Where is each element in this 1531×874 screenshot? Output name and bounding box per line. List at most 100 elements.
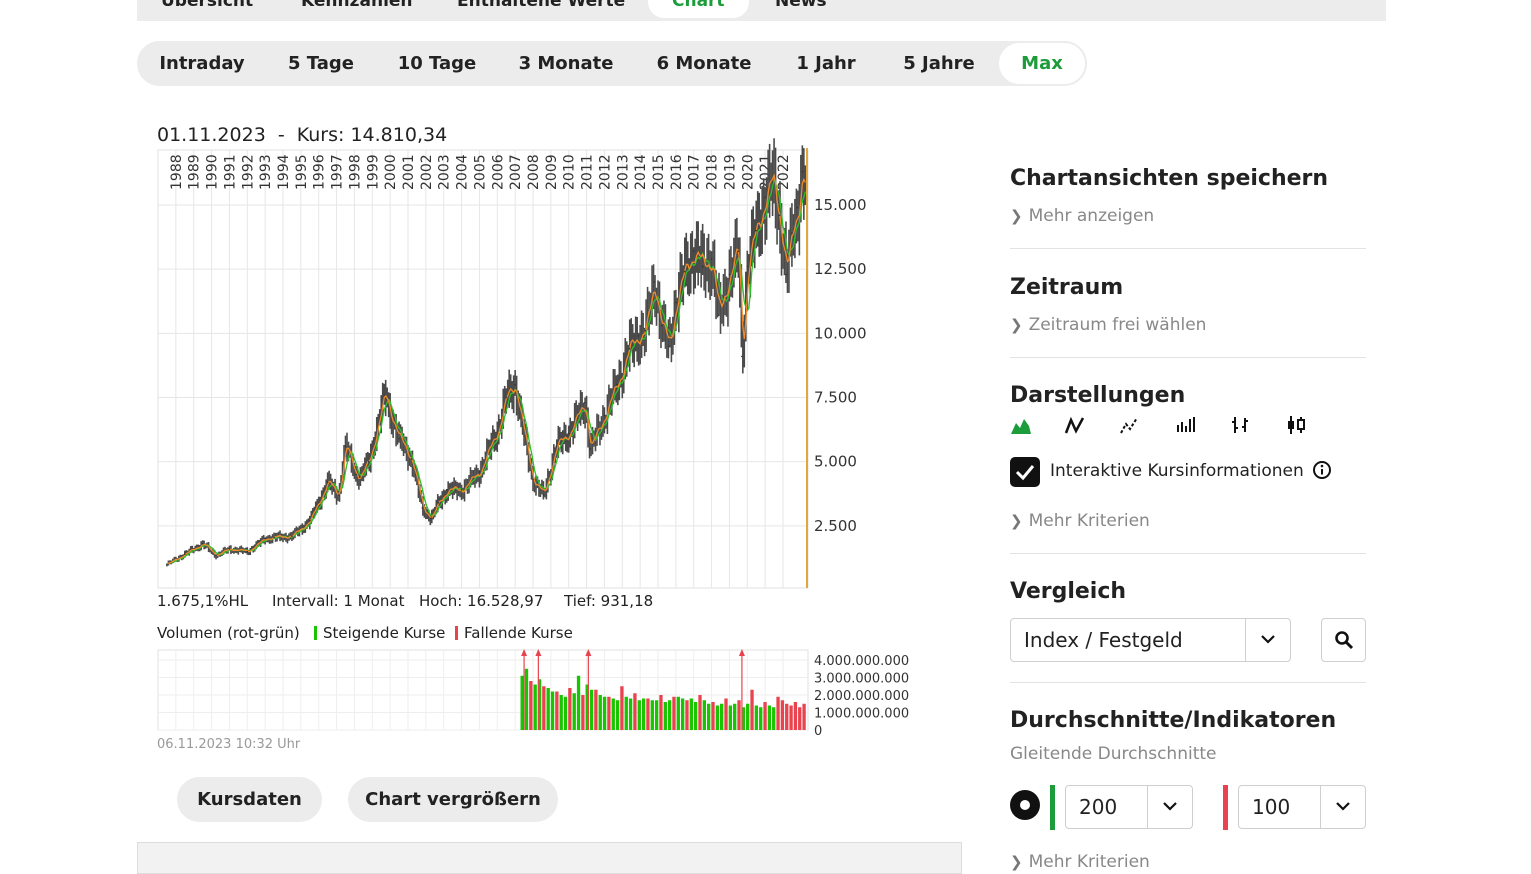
x-tick-label: 1995 [294,154,310,190]
vergleich-title: Vergleich [1010,579,1127,604]
volume-bar [594,689,598,730]
price-chart[interactable]: 15.000 12.500 10.000 7.500 5.000 2.500 1988 198… [0,0,960,600]
volume-bar [611,698,615,730]
interactive-info-checkbox[interactable] [1010,457,1040,487]
darstellungen-section: Darstellungen [1010,383,1185,408]
info-icon[interactable] [1312,460,1332,484]
period-5-jahre[interactable]: 5 Jahre [903,53,975,74]
x-tick-label: 1988 [169,154,185,190]
mountain-chart-icon[interactable] [1010,414,1032,440]
tab-news[interactable]: News [775,0,827,11]
data-point [215,554,217,557]
dotted-line-chart-icon[interactable] [1119,414,1141,440]
volume-bar [555,691,559,730]
x-tick-label: 2020 [740,154,756,190]
data-point [358,476,361,478]
ohlc-chart-icon[interactable] [1230,414,1252,440]
x-tick-label: 1997 [330,154,346,190]
volume-bar [650,700,654,730]
data-point [446,489,449,491]
volume-bar [733,703,737,730]
vergleich-select[interactable]: Index / Festgeld [1010,618,1291,662]
tab-chart[interactable]: Chart [648,0,749,18]
ma1-select-value: 200 [1079,795,1118,819]
period-3-monate[interactable]: 3 Monate [518,53,614,74]
volume-bar [750,689,754,730]
volume-bar [624,696,628,730]
period-5-tage[interactable]: 5 Tage [288,53,354,74]
ma2-select-value: 100 [1252,795,1291,819]
period-intraday[interactable]: Intraday [159,53,245,74]
volume-bar [798,707,802,730]
volume-bar [654,700,659,730]
stat-tief: Tief: 931,18 [564,592,654,610]
zeitraum-link[interactable]: ❯ Zeitraum frei wählen [1010,315,1206,335]
period-max[interactable]: Max [999,43,1085,84]
volume-bar [754,705,759,730]
tab-kennzahlen[interactable]: Kennzahlen [301,0,413,11]
kursdaten-button[interactable]: Kursdaten [177,777,322,822]
data-point [717,314,720,317]
volume-bar [607,696,611,730]
volume-bar [598,695,602,730]
volume-bar [711,702,715,730]
tab-enthaltene-werte[interactable]: Enthaltene Werte [457,0,626,11]
ma2-select[interactable]: 100 [1238,785,1366,829]
chevron-right-icon: ❯ [1010,316,1023,334]
divider [1010,248,1366,249]
x-tick-label: 1998 [347,154,363,190]
volume-bar [759,707,763,730]
x-tick-label: 2012 [597,154,613,190]
data-point [710,258,713,260]
x-tick-label: 2017 [687,154,703,190]
line-chart-icon[interactable] [1064,414,1086,440]
ma-radio-button[interactable] [1010,790,1040,820]
volume-bar [689,698,693,730]
mehr-anzeigen-label: Mehr anzeigen [1028,206,1155,226]
candlestick-chart-icon[interactable] [1285,414,1307,440]
data-point [746,265,749,268]
data-point [701,265,704,268]
checkmark-icon [1015,465,1035,481]
period-1-jahr[interactable]: 1 Jahr [796,53,856,74]
data-point [791,232,793,235]
volume-bar [702,700,706,730]
mehr-anzeigen-link[interactable]: ❯ Mehr anzeigen [1010,206,1154,226]
bar-chart-icon[interactable] [1175,414,1197,440]
select-separator [1320,786,1321,828]
tab-uebersicht[interactable]: Übersicht [161,0,254,11]
mehr-kriterien-link-2[interactable]: ❯ Mehr Kriterien [1010,852,1150,872]
chevron-right-icon: ❯ [1010,853,1023,871]
divider [1010,357,1366,358]
volume-bar [537,679,542,730]
data-point [410,458,413,460]
mehr-kriterien-link[interactable]: ❯ Mehr Kriterien [1010,511,1150,531]
volume-bar [693,702,698,730]
stat-hl: 1.675,1%HL [157,592,249,610]
x-tick-label: 2002 [419,154,435,190]
data-point [421,507,424,509]
y-tick-label: 5.000 [814,453,857,471]
data-point [532,478,534,481]
data-point [430,517,433,519]
volume-bar [724,698,728,730]
chart-header: 01.11.2023 - Kurs: 14.810,34 [157,124,447,146]
plot-area [157,149,809,589]
chart-vergroessern-button[interactable]: Chart vergrößern [348,777,558,822]
period-6-monate[interactable]: 6 Monate [656,53,752,74]
search-button[interactable] [1321,618,1366,662]
volume-bar [646,698,650,730]
volume-bar [585,684,589,730]
kursdaten-label: Kursdaten [197,789,302,810]
zeitraum-link-label: Zeitraum frei wählen [1028,315,1207,335]
ma1-color-marker [1050,785,1055,830]
data-point [344,445,347,448]
data-point [683,270,686,273]
data-point [201,543,204,545]
x-tick-label: 2009 [544,154,560,190]
volume-bar [581,695,585,730]
x-tick-label: 2006 [490,154,506,190]
mehr-kriterien-label: Mehr Kriterien [1028,511,1150,531]
ma1-select[interactable]: 200 [1065,785,1193,829]
period-10-tage[interactable]: 10 Tage [397,53,477,74]
